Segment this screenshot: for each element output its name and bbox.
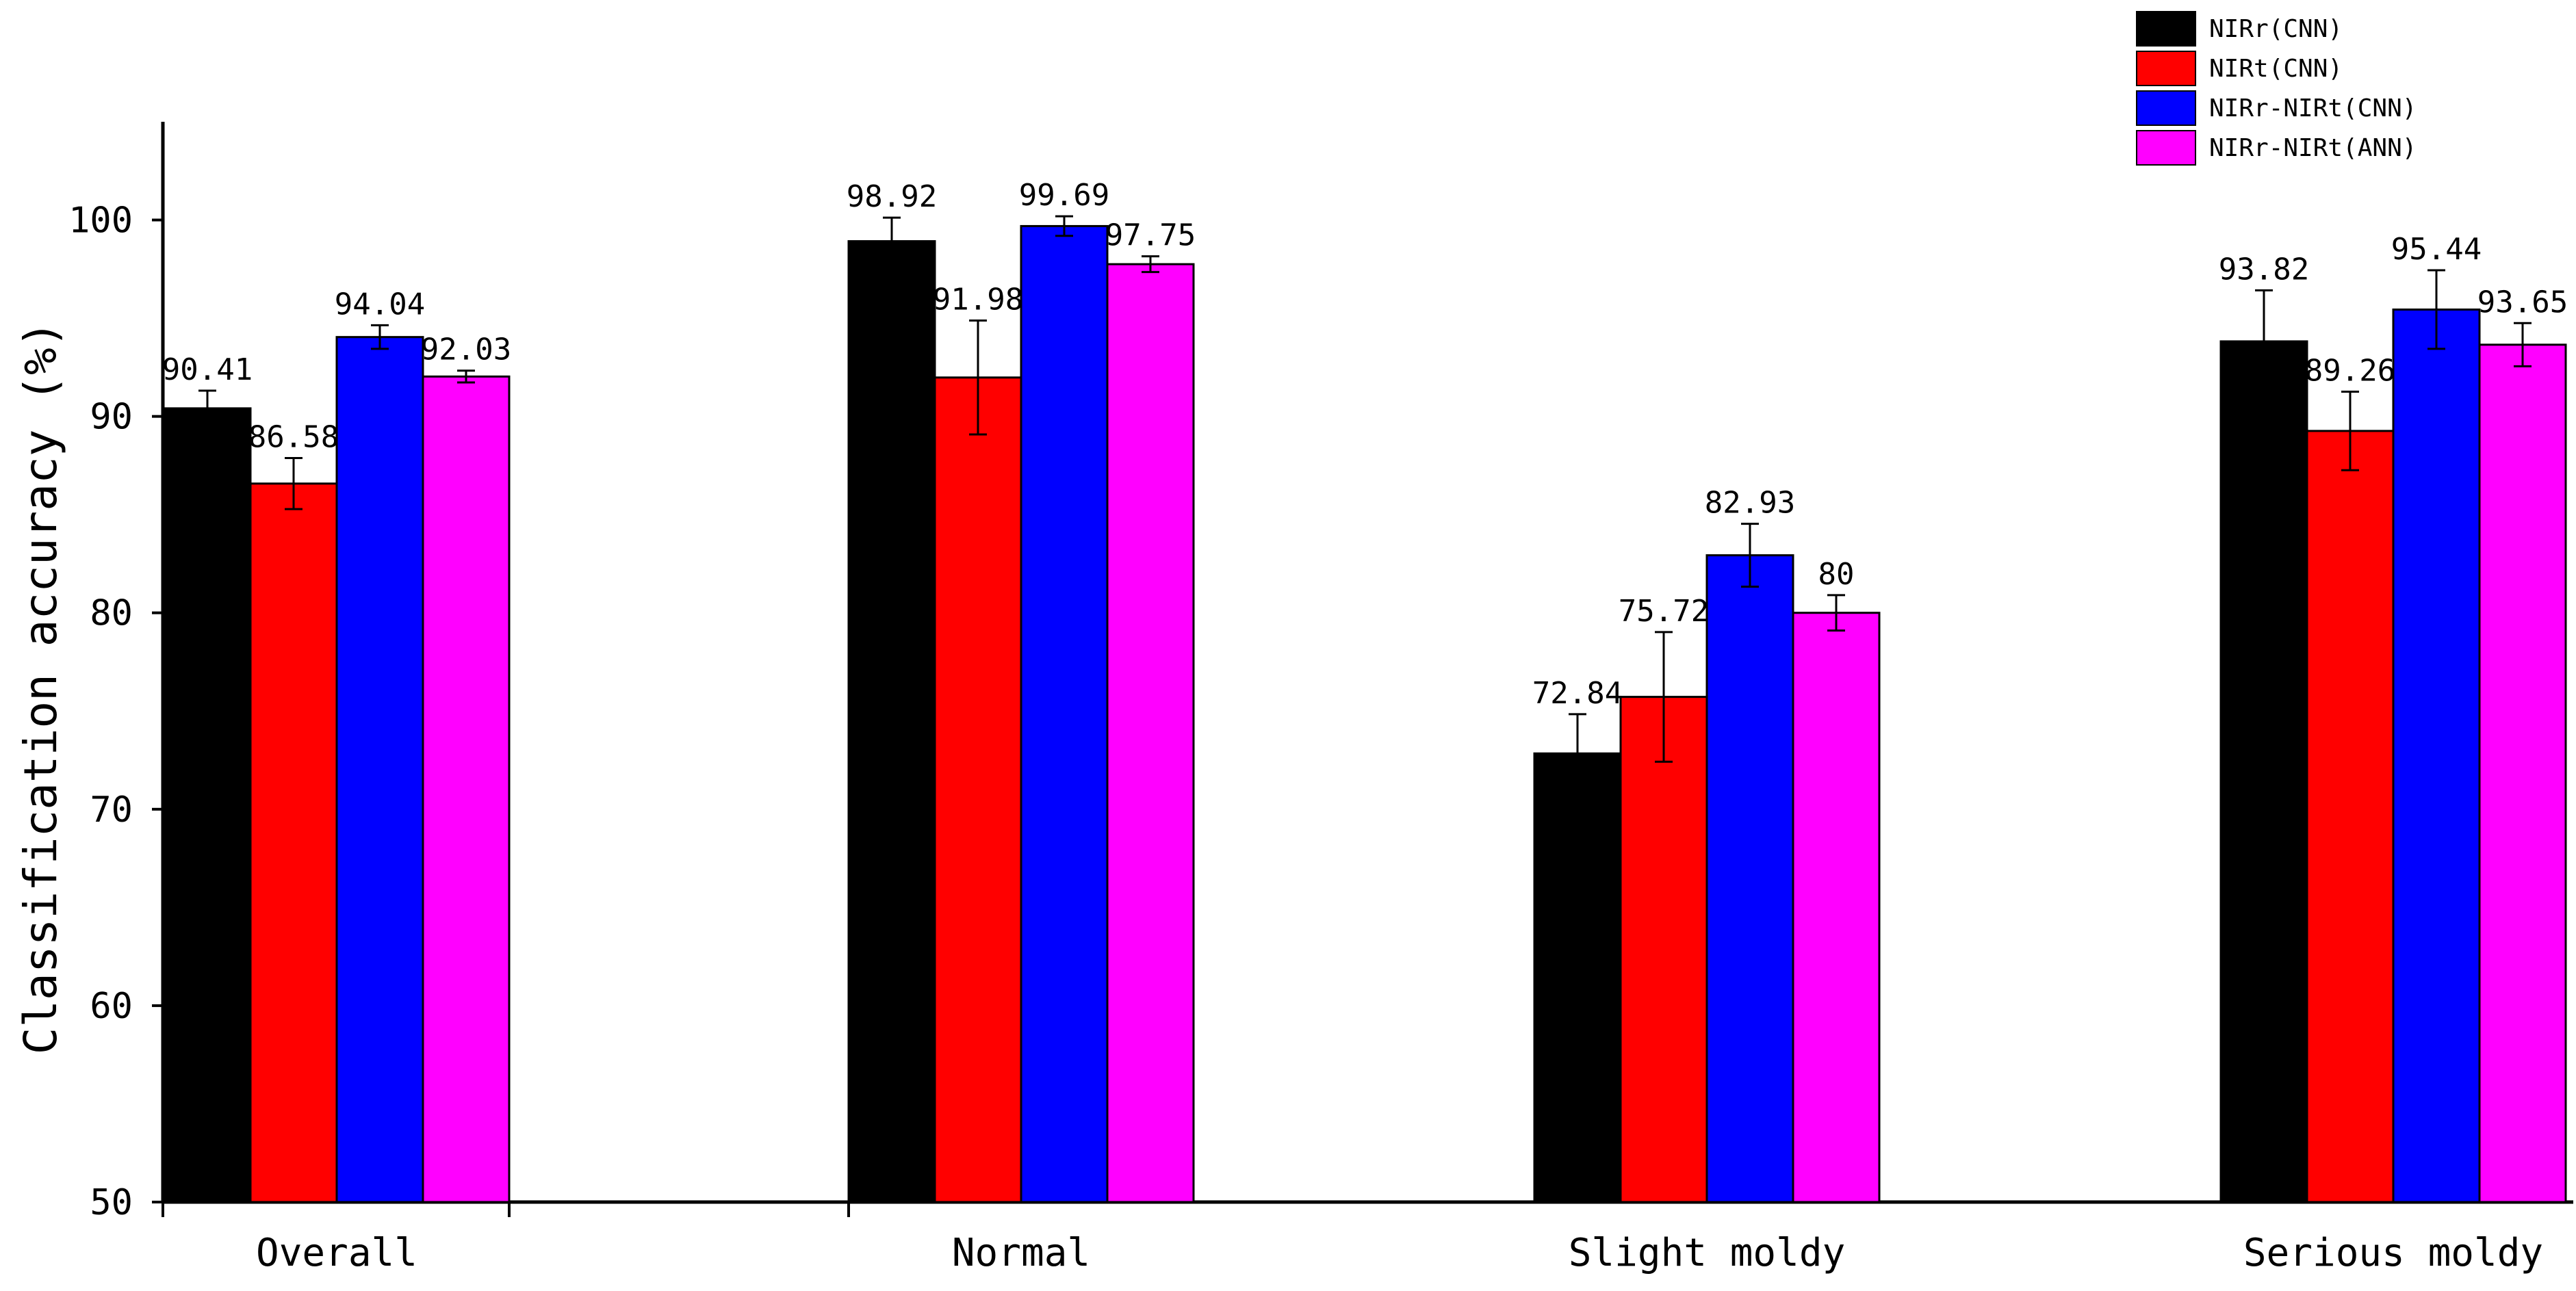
data-label: 86.58 — [248, 419, 339, 454]
bar — [2219, 340, 2308, 1203]
bar — [1106, 263, 1195, 1203]
bar — [1619, 696, 1708, 1203]
x-tick-label: Slight moldy — [1569, 1231, 1846, 1275]
data-label: 72.84 — [1532, 676, 1623, 711]
data-label: 91.98 — [933, 283, 1023, 317]
bar — [249, 482, 338, 1203]
legend-label: NIRr-NIRt(CNN) — [2209, 94, 2417, 122]
bar — [422, 375, 511, 1203]
data-label: 80 — [1818, 557, 1855, 592]
bar — [1792, 612, 1881, 1203]
bar — [2392, 308, 2481, 1203]
data-label: 93.65 — [2477, 285, 2568, 320]
bar — [1020, 224, 1109, 1203]
legend-label: NIRr-NIRt(ANN) — [2209, 134, 2417, 162]
bar — [1705, 554, 1794, 1203]
data-label: 90.41 — [162, 352, 253, 387]
y-tick-label: 90 — [90, 397, 133, 438]
y-axis-title: Classification accuracy (%) — [14, 321, 67, 1055]
bar — [2306, 430, 2395, 1203]
data-label: 93.82 — [2219, 252, 2309, 287]
plot-area: 50 60 70 80 90 100 90.41 86.58 94.04 92.03 Overall… — [68, 122, 2573, 1275]
data-label: 95.44 — [2391, 232, 2482, 267]
legend-swatch — [2136, 51, 2196, 86]
y-tick-label: 100 — [68, 200, 133, 242]
legend-label: NIRr(CNN) — [2209, 15, 2343, 43]
bar — [163, 407, 252, 1203]
legend-swatch — [2136, 90, 2196, 126]
data-label: 75.72 — [1619, 594, 1709, 629]
data-label: 92.03 — [421, 332, 511, 367]
x-tick-label: Serious moldy — [2243, 1231, 2543, 1275]
data-label: 82.93 — [1705, 486, 1795, 521]
data-label: 97.75 — [1105, 218, 1196, 253]
data-label: 94.04 — [335, 287, 425, 322]
legend-label: NIRt(CNN) — [2209, 55, 2343, 83]
legend-swatch — [2136, 11, 2196, 47]
bar — [335, 336, 424, 1203]
x-tick-label: Normal — [952, 1231, 1090, 1275]
y-tick-label: 60 — [90, 986, 133, 1027]
y-tick-label: 80 — [90, 593, 133, 634]
y-tick-label: 70 — [90, 790, 133, 831]
x-tick-label: Overall — [256, 1231, 417, 1275]
data-label: 99.69 — [1019, 178, 1109, 213]
legend: NIRr(CNN) NIRt(CNN) NIRr-NIRt(CNN) NIRr-NIR… — [2136, 11, 2417, 166]
y-tick-label: 50 — [90, 1182, 133, 1223]
data-label: 89.26 — [2305, 353, 2395, 388]
bar — [2478, 343, 2567, 1203]
legend-swatch — [2136, 130, 2196, 166]
bar — [933, 376, 1022, 1203]
data-label: 98.92 — [847, 179, 937, 214]
bar — [1533, 752, 1622, 1203]
bar — [847, 240, 936, 1203]
